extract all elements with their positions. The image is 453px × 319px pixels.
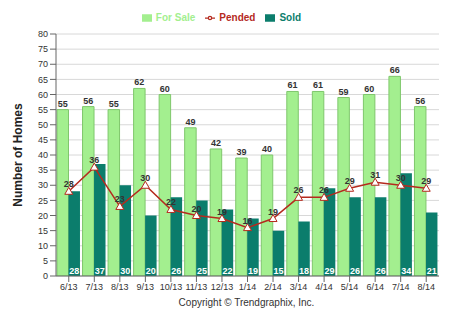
svg-text:19: 19 — [248, 266, 258, 276]
svg-text:19: 19 — [217, 207, 227, 217]
svg-text:26: 26 — [319, 185, 329, 195]
svg-text:19: 19 — [268, 207, 278, 217]
svg-text:75: 75 — [38, 44, 48, 54]
svg-text:26: 26 — [350, 266, 360, 276]
svg-text:34: 34 — [401, 266, 411, 276]
svg-text:26: 26 — [376, 266, 386, 276]
svg-text:20: 20 — [191, 204, 201, 214]
svg-text:56: 56 — [83, 96, 93, 106]
svg-text:50: 50 — [38, 120, 48, 130]
svg-text:1/14: 1/14 — [239, 282, 257, 292]
svg-text:45: 45 — [38, 135, 48, 145]
svg-text:35: 35 — [38, 165, 48, 175]
svg-text:7/14: 7/14 — [392, 282, 410, 292]
svg-text:70: 70 — [38, 59, 48, 69]
svg-text:55: 55 — [109, 99, 119, 109]
svg-text:15: 15 — [273, 266, 283, 276]
svg-text:29: 29 — [345, 176, 355, 186]
svg-text:31: 31 — [370, 170, 380, 180]
html-text:Sold: Sold — [279, 12, 302, 23]
svg-text:60: 60 — [160, 84, 170, 94]
svg-text:30: 30 — [140, 173, 150, 183]
svg-text:80: 80 — [38, 29, 48, 39]
svg-text:61: 61 — [288, 80, 298, 90]
svg-text:62: 62 — [134, 77, 144, 87]
svg-text:56: 56 — [415, 96, 425, 106]
svg-text:40: 40 — [38, 150, 48, 160]
svg-text:29: 29 — [325, 266, 335, 276]
svg-text:55: 55 — [58, 99, 68, 109]
svg-text:6/13: 6/13 — [60, 282, 78, 292]
html-text:Pended: Pended — [219, 12, 256, 23]
svg-text:8/13: 8/13 — [111, 282, 129, 292]
svg-text:3/14: 3/14 — [290, 282, 308, 292]
svg-text:5/14: 5/14 — [341, 282, 359, 292]
svg-text:22: 22 — [222, 266, 232, 276]
svg-text:30: 30 — [396, 173, 406, 183]
svg-text:30: 30 — [120, 266, 130, 276]
svg-text:12/13: 12/13 — [211, 282, 234, 292]
svg-text:49: 49 — [185, 117, 195, 127]
svg-text:39: 39 — [236, 147, 246, 157]
svg-text:21: 21 — [427, 266, 437, 276]
svg-text:55: 55 — [38, 105, 48, 115]
html-text:For Sale: For Sale — [155, 12, 196, 23]
svg-text:20: 20 — [146, 266, 156, 276]
svg-text:66: 66 — [390, 65, 400, 75]
svg-text:30: 30 — [38, 180, 48, 190]
svg-text:4/14: 4/14 — [315, 282, 333, 292]
svg-text:5: 5 — [43, 256, 48, 266]
svg-text:2/14: 2/14 — [264, 282, 282, 292]
html-text:Copyright © Trendgraphix, Inc.: Copyright © Trendgraphix, Inc. — [178, 297, 315, 308]
svg-text:23: 23 — [115, 194, 125, 204]
svg-text:28: 28 — [64, 179, 74, 189]
svg-text:28: 28 — [69, 266, 79, 276]
svg-text:20: 20 — [38, 211, 48, 221]
svg-text:15: 15 — [38, 226, 48, 236]
svg-text:6/14: 6/14 — [366, 282, 384, 292]
svg-text:60: 60 — [364, 84, 374, 94]
svg-text:Number of Homes: Number of Homes — [11, 103, 25, 207]
svg-text:10/13: 10/13 — [160, 282, 183, 292]
svg-text:25: 25 — [197, 266, 207, 276]
svg-text:25: 25 — [38, 196, 48, 206]
svg-text:0: 0 — [43, 271, 48, 281]
svg-text:36: 36 — [89, 155, 99, 165]
svg-text:40: 40 — [262, 144, 272, 154]
svg-text:60: 60 — [38, 90, 48, 100]
svg-text:26: 26 — [294, 185, 304, 195]
svg-text:37: 37 — [95, 266, 105, 276]
svg-text:22: 22 — [166, 197, 176, 207]
svg-text:61: 61 — [313, 80, 323, 90]
svg-text:29: 29 — [421, 176, 431, 186]
svg-text:65: 65 — [38, 75, 48, 85]
svg-text:8/14: 8/14 — [417, 282, 435, 292]
svg-text:59: 59 — [339, 87, 349, 97]
svg-text:11/13: 11/13 — [186, 282, 208, 292]
svg-text:7/13: 7/13 — [86, 282, 104, 292]
svg-text:10: 10 — [38, 241, 48, 251]
svg-text:18: 18 — [299, 266, 309, 276]
svg-text:42: 42 — [211, 138, 221, 148]
svg-text:26: 26 — [171, 266, 181, 276]
svg-text:16: 16 — [242, 216, 252, 226]
svg-text:9/13: 9/13 — [137, 282, 155, 292]
